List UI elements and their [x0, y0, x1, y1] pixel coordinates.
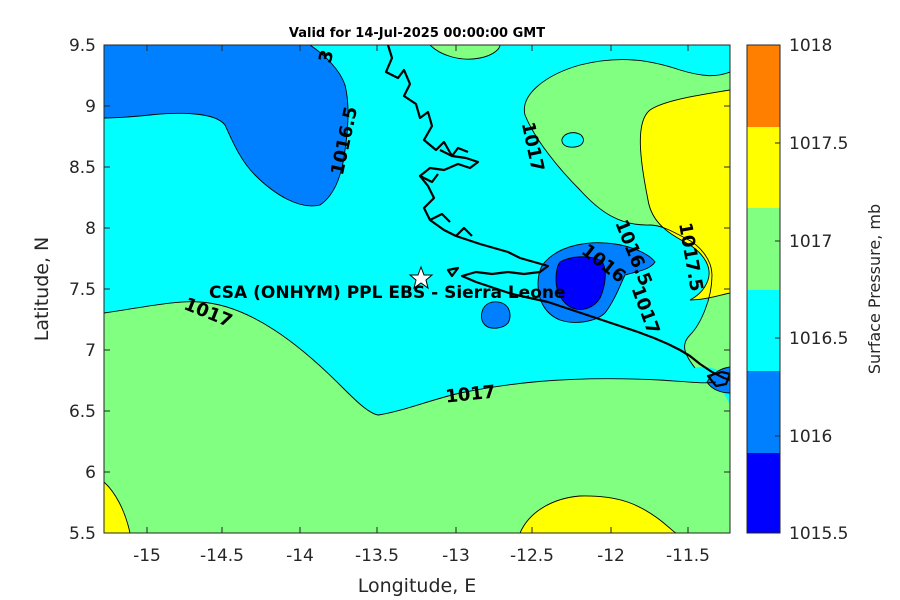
level-1017-region-top [430, 45, 500, 60]
site-label: CSA (ONHYM) PPL EBS - Sierra Leone [209, 283, 566, 303]
colorbar-tick-label: 1015.5 [789, 524, 848, 544]
y-tick-label: 8 [85, 219, 96, 239]
contour-line-1017-5-se [519, 495, 677, 533]
coastline-inlet [419, 146, 473, 237]
filled-contour-map [104, 45, 730, 533]
level-1015-5-region-core [556, 256, 606, 310]
level-1017-5-region-sw [104, 482, 130, 533]
colorbar-tick-label: 1017.5 [789, 134, 848, 154]
colorbar-frame [746, 44, 781, 534]
y-tick-label: 9.5 [69, 36, 96, 56]
contour-line-1017-top [429, 45, 501, 60]
coastline-main [384, 45, 730, 382]
colorbar-swatch-1015-5 [747, 453, 780, 533]
y-tick-label: 7 [85, 341, 96, 361]
x-tick-label: -14.5 [200, 546, 244, 566]
contour-line-1017-5-sw [104, 481, 131, 533]
y-tick-label: 9 [85, 97, 96, 117]
colorbar-swatch-1017-5 [747, 127, 780, 208]
x-tick-label: -12 [597, 546, 625, 566]
level-1016-region-nw [104, 45, 349, 206]
colorbar-tick-label: 1016 [789, 427, 832, 447]
contour-line-1017-ne [523, 59, 730, 369]
x-tick-label: -13 [442, 546, 470, 566]
colorbar-swatch-1018 [747, 45, 780, 127]
contour-line-1015-5-core [555, 256, 606, 310]
x-tick-label: -15 [133, 546, 161, 566]
contour-line-1016-central [537, 242, 656, 323]
colorbar-tick-label: 1017 [789, 232, 832, 252]
x-axis [146, 45, 689, 533]
level-1016-region-small [481, 301, 510, 329]
level-1017-region-south [104, 301, 730, 533]
level-1017-5-region-se [520, 495, 676, 533]
y-axis [104, 44, 730, 534]
site-marker: CSA (ONHYM) PPL EBS - Sierra Leone [209, 265, 566, 303]
colorbar-label: Surface Pressure, mb [865, 204, 884, 374]
y-tick-labels: 9.5 9 8.5 8 7.5 7 6.5 6 5.5 [69, 36, 96, 544]
contour-label-partial: 3 [315, 48, 339, 66]
y-tick-label: 7.5 [69, 280, 96, 300]
colorbar-swatch-1017 [747, 208, 780, 290]
x-axis-label: Longitude, E [358, 575, 477, 597]
level-1017-5-region-east [640, 90, 730, 300]
y-tick-label: 6.5 [69, 402, 96, 422]
x-tick-label: -13.5 [355, 546, 399, 566]
contour-line-1016-small [481, 301, 511, 329]
star-icon [408, 265, 434, 290]
contour-line-1017-5-east [639, 89, 730, 301]
coastline-islands [446, 266, 730, 388]
level-1016-5-island [561, 132, 584, 148]
contour-lines [104, 45, 730, 533]
map-title: Valid for 14-Jul-2025 00:00:00 GMT [289, 26, 545, 41]
colorbar-swatch-1016-5 [747, 290, 780, 371]
y-tick-label: 5.5 [69, 524, 96, 544]
colorbar-tick-label: 1018 [789, 36, 832, 56]
x-tick-label: -12.5 [510, 546, 554, 566]
x-tick-label: -14 [286, 546, 314, 566]
contour-label-1017-south: 1017 [444, 381, 496, 407]
colorbar: 1018 1017.5 1017 1016.5 1016 1015.5 Surf… [746, 36, 884, 544]
y-axis-label: Latitude, N [31, 237, 53, 342]
y-tick-label: 6 [85, 463, 96, 483]
colorbar-swatch-1016 [747, 371, 780, 453]
contour-line-1016-5-nw [104, 45, 349, 207]
y-tick-label: 8.5 [69, 158, 96, 178]
contour-line-island [561, 132, 584, 148]
contour-line-1017-south [104, 301, 717, 416]
contour-line-se-corner [706, 366, 730, 394]
x-tick-label: -11.5 [666, 546, 710, 566]
coastline [384, 45, 730, 388]
colorbar-tick-label: 1016.5 [789, 329, 848, 349]
x-tick-labels: -15 -14.5 -14 -13.5 -13 -12.5 -12 -11.5 [133, 546, 710, 566]
